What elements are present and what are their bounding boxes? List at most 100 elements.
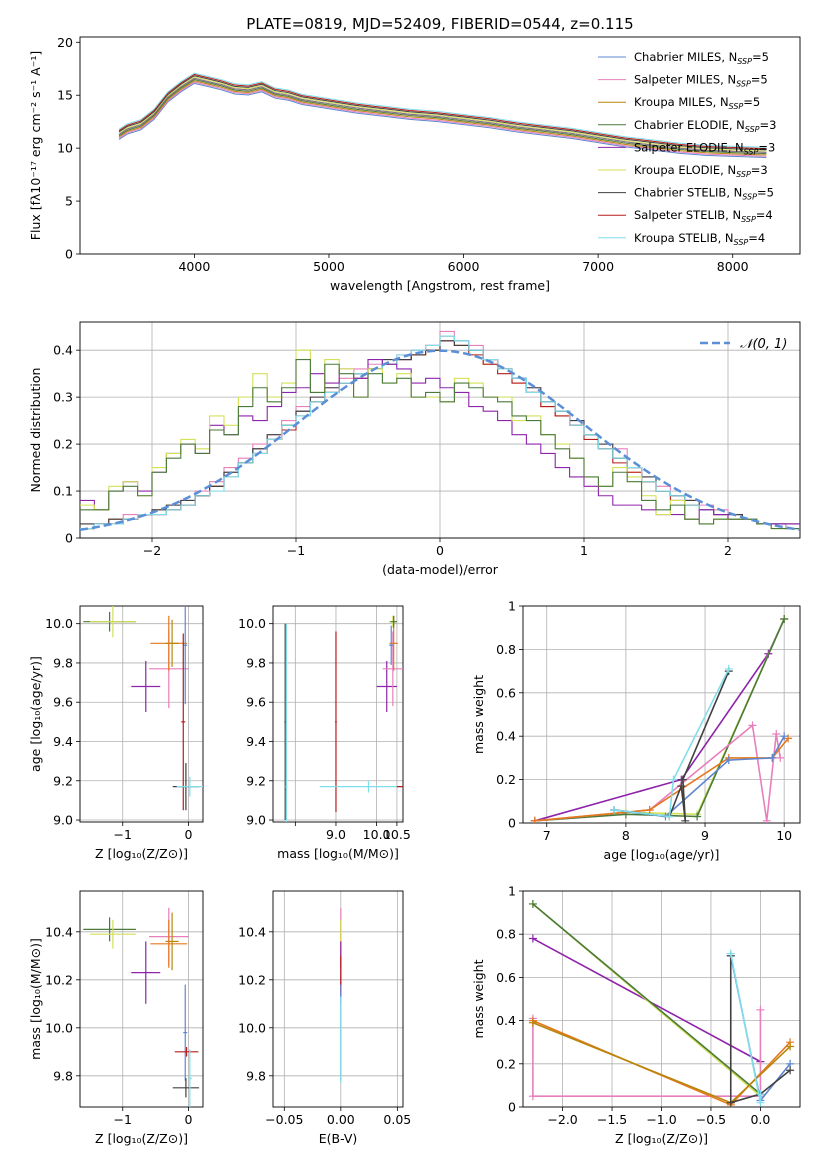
- weight-marker: [780, 615, 789, 624]
- x-tick-label: 9.0: [326, 827, 346, 842]
- weight-marker: [677, 782, 686, 791]
- x-tick-label: 7000: [582, 259, 614, 274]
- weight-line: [613, 668, 730, 818]
- y-tick-label: 10.2: [45, 972, 73, 987]
- y-axis-label: Normed distribution: [28, 368, 43, 493]
- weight-marker: [530, 816, 539, 823]
- y-tick-label: 0.2: [496, 1056, 516, 1071]
- x-tick-label: 0.0: [750, 1112, 770, 1127]
- errorbar-layer: [83, 907, 200, 1107]
- figure-title: PLATE=0819, MJD=52409, FIBERID=0544, z=0…: [246, 15, 633, 33]
- histogram-step: [80, 359, 800, 530]
- x-tick-label: −2: [143, 543, 161, 558]
- weight-marker: [528, 1092, 537, 1101]
- x-axis-label: Z [log₁₀(Z/Z⊙)]: [615, 1131, 708, 1146]
- legend-label-main: Kroupa MILES, N: [634, 95, 729, 109]
- y-tick-label: 10.0: [45, 616, 73, 631]
- errorbar-point: [172, 1078, 200, 1098]
- legend-label-end: =5: [751, 73, 768, 87]
- y-tick-label: 10: [57, 141, 73, 156]
- legend-label-main: Salpeter ELODIE, N: [634, 140, 744, 154]
- legend-label-sub: SSP: [729, 102, 744, 111]
- model-spectrum-line: [118, 76, 767, 152]
- histogram-step: [80, 335, 800, 530]
- plot-frame: [79, 605, 204, 823]
- weight-line: [532, 903, 761, 1095]
- y-tick-label: 15: [57, 88, 73, 103]
- legend-label-end: =4: [748, 231, 765, 245]
- weight-marker: [724, 756, 733, 765]
- y-tick-label: 1: [508, 599, 516, 614]
- model-spectrum-line: [118, 75, 767, 151]
- legend-label-sub: SSP: [745, 125, 760, 134]
- legend-label: Kroupa MILES, NSSP=5: [634, 95, 760, 111]
- weight-vs-Z-chart: −2.0 −1.5 −1.0 −0.5 0.0 0 0.2 0.4 0.6 0.8 1 Z [log₁…: [471, 884, 801, 1146]
- plot-frame: [79, 321, 801, 539]
- age-vs-Z-chart: −1 0 9.0 9.2 9.4 9.6 9.8 10.0 Z [log₁₀(Z/Z⊙)] age…: [28, 605, 204, 861]
- y-axis-label: Flux [fλ10⁻¹⁷ erg cm⁻² s⁻¹ A⁻¹]: [28, 51, 43, 240]
- errorbar-point: [89, 606, 136, 638]
- y-tick-label: 0.6: [496, 970, 516, 985]
- errorbar-layer: [83, 606, 203, 811]
- y-axis-label: mass [log₁₀(M/M⊙)]: [28, 938, 43, 1060]
- plot-frame: [79, 36, 801, 255]
- y-tick-label: 10.0: [45, 1020, 73, 1035]
- errorbar-point: [183, 984, 188, 1081]
- x-tick-label: 8: [622, 828, 630, 843]
- errorbar-point: [285, 623, 288, 822]
- weight-marker: [748, 721, 757, 730]
- errorbar-point: [390, 615, 397, 628]
- spectrum-lines: [118, 72, 767, 158]
- model-spectrum-line: [118, 82, 767, 158]
- y-tick-label: 9.8: [246, 1068, 266, 1083]
- legend-label-sub: SSP: [736, 80, 751, 89]
- x-tick-label: −1: [114, 1112, 132, 1127]
- weight-vs-age-chart: 7 8 9 10 0 0.2 0.4 0.6 0.8 1 age [log₁₀(age/yr)] ma…: [471, 599, 801, 862]
- errorbar-point: [284, 623, 286, 821]
- errorbar-point: [382, 631, 403, 707]
- weight-marker: [528, 1018, 537, 1027]
- weight-marker: [678, 775, 687, 784]
- legend-label-end: =3: [751, 163, 768, 177]
- errorbar-point: [376, 660, 397, 713]
- errorbar-point: [174, 1047, 199, 1057]
- y-tick-label: 9.8: [53, 655, 73, 670]
- y-tick-label: 5: [65, 194, 73, 209]
- y-tick-label: 9.0: [53, 813, 73, 828]
- legend-label-main: Salpeter STELIB, N: [634, 208, 741, 222]
- weight-line-layer: [528, 899, 795, 1107]
- legend-label-sub: SSP: [734, 238, 749, 247]
- y-tick-label: 9.6: [53, 695, 73, 710]
- weight-marker: [786, 1066, 795, 1075]
- legend-label-end: =3: [758, 140, 775, 154]
- x-tick-label: −2.0: [547, 1112, 577, 1127]
- histogram-layer: [80, 330, 800, 532]
- y-tick-label: 9.6: [246, 695, 266, 710]
- errorbar-point: [165, 619, 179, 667]
- plot-frame: [522, 605, 801, 824]
- weight-marker: [669, 775, 678, 784]
- weight-marker: [776, 753, 785, 762]
- spectrum-chart: 4000 5000 6000 7000 8000 0 5 10 15 20 wavelength […: [28, 35, 801, 293]
- y-tick-label: 0.3: [53, 390, 73, 405]
- legend-label: 𝒩(0, 1): [740, 337, 787, 352]
- x-tick-label: −0.05: [265, 1112, 303, 1127]
- x-tick-label: 10.0: [363, 827, 391, 842]
- weight-marker: [780, 732, 789, 741]
- legend-label-end: =5: [743, 95, 760, 109]
- x-axis-label: mass [log₁₀(M/M⊙)]: [277, 846, 399, 861]
- x-axis-label: Z [log₁₀(Z/Z⊙)]: [95, 846, 188, 861]
- y-tick-label: 9.8: [246, 655, 266, 670]
- x-tick-label: 0.05: [383, 1112, 411, 1127]
- legend-label: Salpeter MILES, NSSP=5: [634, 73, 768, 89]
- errorbar-point: [89, 919, 136, 949]
- y-tick-label: 0: [65, 247, 73, 262]
- errorbar-point: [187, 1049, 192, 1107]
- x-axis-label: (data-model)/error: [382, 562, 499, 577]
- y-tick-label: 10.4: [238, 924, 266, 939]
- errorbar-point: [176, 776, 203, 797]
- x-tick-label: 6000: [448, 259, 480, 274]
- x-tick-label: 2: [724, 543, 732, 558]
